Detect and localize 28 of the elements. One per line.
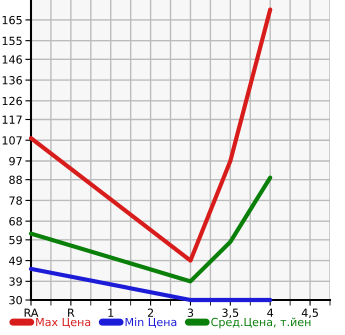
y-tick-label: 136: [2, 76, 22, 84]
line-series: [28, 7, 272, 263]
x-tick-label: 3,5: [222, 308, 238, 318]
legend-label: Max Цена: [36, 318, 90, 328]
y-tick-label: 68: [9, 217, 22, 226]
x-tick-label: R: [68, 308, 74, 317]
y-tick-label: 165: [2, 16, 22, 24]
x-tick-label: 4: [267, 308, 274, 317]
y-tick-label: 49: [9, 256, 22, 265]
y-tick-label: 78: [9, 196, 22, 205]
y-tick-label: 59: [9, 236, 22, 244]
y-tick-label: 88: [9, 176, 22, 184]
y-tick-label: 146: [2, 55, 22, 64]
x-tick-label: 4,5: [302, 308, 318, 318]
y-tick-label: 126: [2, 96, 22, 106]
y-tick-label: 107: [2, 136, 22, 145]
x-tick-label: 3: [188, 308, 194, 317]
legend-label: Min Цена: [126, 318, 176, 328]
legend-label: Сред.Цена, т.йен: [211, 318, 310, 328]
y-tick-label: 155: [2, 36, 22, 46]
x-tick-label: 2: [148, 308, 154, 317]
y-tick-label: 97: [9, 156, 22, 166]
x-tick-label: 1: [108, 308, 114, 317]
line-series: [28, 176, 272, 284]
y-tick-label: 30: [9, 296, 22, 304]
y-tick-label: 39: [9, 277, 22, 286]
x-tick-label: RA: [24, 308, 38, 317]
y-tick-label: 117: [2, 116, 22, 124]
